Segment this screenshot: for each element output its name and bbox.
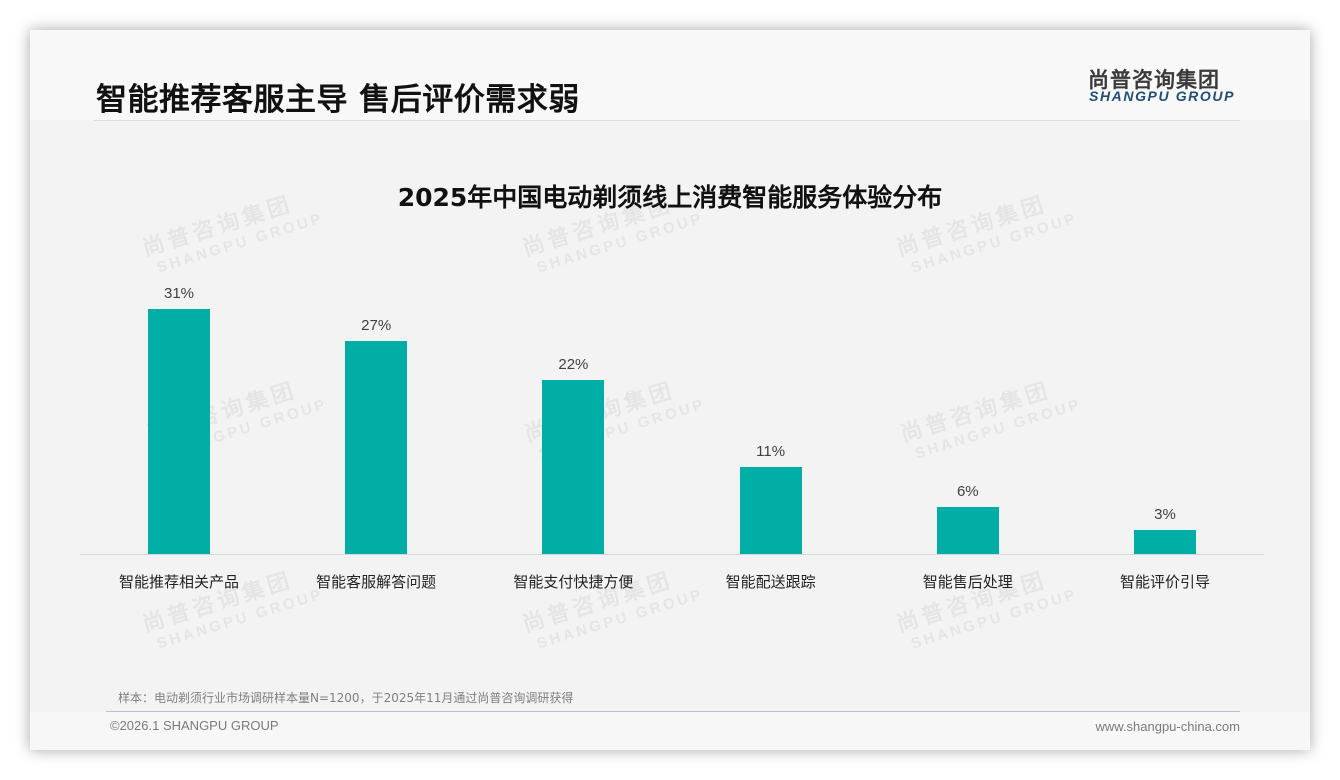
bar	[148, 309, 210, 554]
bar	[1134, 530, 1196, 554]
category-label: 智能客服解答问题	[316, 573, 437, 591]
bar-value-label: 3%	[1154, 506, 1176, 523]
logo-chinese: 尚普咨询集团	[1088, 68, 1220, 92]
bar	[739, 467, 802, 554]
website-link[interactable]: www.shangpu-china.com	[1095, 719, 1240, 734]
x-axis-baseline	[80, 554, 1264, 555]
category-label: 智能支付快捷方便	[513, 573, 634, 591]
slide: 智能推荐客服主导 售后评价需求弱 尚普咨询集团 SHANGPU GROUP 尚普…	[30, 30, 1310, 750]
bar-value-label: 27%	[361, 317, 392, 334]
header-band	[30, 30, 1310, 120]
bar-value-label: 6%	[956, 483, 979, 500]
footer-divider	[106, 711, 1240, 712]
bar	[345, 341, 408, 554]
bar-value-label: 11%	[756, 443, 786, 460]
footer-band	[30, 712, 1310, 750]
bar-value-label: 31%	[163, 285, 195, 302]
logo-english: SHANGPU GROUP	[1089, 88, 1236, 104]
bar-value-label: 22%	[558, 356, 589, 373]
bar	[936, 507, 999, 554]
sample-footnote: 样本：电动剃须行业市场调研样本量N=1200，于2025年11月通过尚普咨询调研…	[118, 691, 574, 705]
header-divider	[94, 120, 1240, 121]
chart-title: 2025年中国电动剃须线上消费智能服务体验分布	[397, 183, 943, 212]
category-label: 智能推荐相关产品	[118, 573, 239, 591]
category-label: 智能评价引导	[1119, 573, 1210, 591]
copyright-text: ©2026.1 SHANGPU GROUP	[110, 718, 279, 733]
page-title: 智能推荐客服主导 售后评价需求弱	[96, 82, 580, 118]
bar-chart: 31% 智能推荐相关产品 27% 智能客服解答问题 22% 智能支付快捷方便 11% 智能配送…	[30, 30, 1310, 750]
category-label: 智能配送跟踪	[725, 573, 816, 591]
bar	[542, 380, 605, 554]
category-label: 智能售后处理	[922, 573, 1013, 591]
